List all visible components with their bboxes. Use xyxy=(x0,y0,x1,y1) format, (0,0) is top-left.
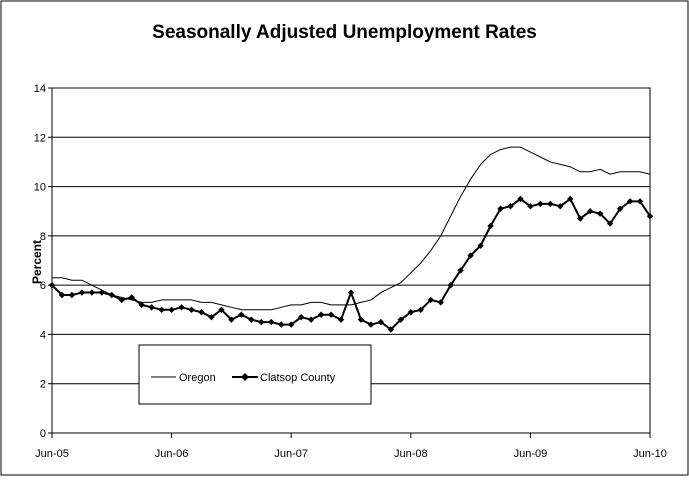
data-point-clatsop-county xyxy=(208,313,215,321)
legend-box xyxy=(138,344,372,405)
data-point-clatsop-county xyxy=(477,242,484,249)
y-axis: 0 2 4 6 8 10 12 14 xyxy=(34,83,52,440)
data-point-clatsop-county xyxy=(58,291,66,299)
data-point-clatsop-county xyxy=(88,289,96,296)
data-point-clatsop-county xyxy=(78,289,86,296)
data-point-clatsop-county xyxy=(327,311,335,318)
x-tick-label: Jun-09 xyxy=(514,448,548,460)
y-tick-label: 4 xyxy=(40,329,46,341)
data-point-clatsop-county xyxy=(587,208,594,215)
data-point-clatsop-county xyxy=(248,316,255,323)
data-point-clatsop-county xyxy=(307,316,315,323)
y-tick-label: 12 xyxy=(34,132,46,144)
data-point-clatsop-county xyxy=(646,212,654,220)
y-tick-label: 0 xyxy=(40,428,46,440)
chart-title: Seasonally Adjusted Unemployment Rates xyxy=(152,22,537,43)
x-axis: Jun-05 Jun-06 Jun-07 Jun-08 Jun-09 Jun-10 xyxy=(35,433,667,460)
data-point-clatsop-county xyxy=(517,195,524,203)
data-point-clatsop-county xyxy=(48,281,56,289)
data-point-clatsop-county xyxy=(357,316,365,323)
data-point-clatsop-county xyxy=(417,306,424,313)
data-point-clatsop-county xyxy=(98,289,106,296)
y-tick-label: 14 xyxy=(34,83,46,95)
data-point-clatsop-county xyxy=(447,281,454,289)
data-point-clatsop-county xyxy=(178,304,185,311)
data-point-clatsop-county xyxy=(397,316,405,323)
data-point-clatsop-county xyxy=(577,215,584,222)
x-tick-label: Jun-07 xyxy=(274,448,308,460)
y-axis-label: Percent xyxy=(30,240,44,284)
data-point-clatsop-county xyxy=(616,205,624,212)
data-point-clatsop-county xyxy=(407,309,414,316)
data-point-clatsop-county xyxy=(507,203,514,210)
x-tick-label: Jun-06 xyxy=(155,448,189,460)
data-point-clatsop-county xyxy=(337,316,345,323)
legend-clatsop-label: Clatsop County xyxy=(260,372,336,384)
data-point-clatsop-county xyxy=(297,313,305,321)
data-point-clatsop-county xyxy=(547,200,554,208)
data-point-clatsop-county xyxy=(387,326,395,333)
data-point-clatsop-county xyxy=(317,311,325,318)
x-tick-label: Jun-05 xyxy=(35,448,69,460)
y-tick-label: 8 xyxy=(40,231,46,243)
data-point-clatsop-county xyxy=(218,306,225,313)
data-point-clatsop-county xyxy=(278,321,285,328)
data-point-clatsop-county xyxy=(138,301,145,309)
series-group xyxy=(48,146,654,333)
data-point-clatsop-county xyxy=(108,291,115,299)
data-point-clatsop-county xyxy=(527,203,534,210)
legend-oregon-label: Oregon xyxy=(179,372,216,384)
data-point-clatsop-county xyxy=(168,306,175,313)
data-point-clatsop-county xyxy=(487,222,494,230)
data-point-clatsop-county xyxy=(367,321,375,328)
data-point-clatsop-county xyxy=(188,306,195,313)
data-point-clatsop-county xyxy=(427,296,434,304)
data-point-clatsop-county xyxy=(158,306,165,313)
data-point-clatsop-county xyxy=(198,309,205,316)
data-point-clatsop-county xyxy=(567,195,574,203)
data-point-clatsop-county xyxy=(606,220,614,227)
data-point-clatsop-county xyxy=(537,200,544,208)
data-point-clatsop-county xyxy=(457,267,464,274)
y-tick-label: 2 xyxy=(40,379,46,391)
data-point-clatsop-county xyxy=(68,291,76,299)
data-point-clatsop-county xyxy=(258,318,265,326)
data-point-clatsop-county xyxy=(148,304,155,311)
data-point-clatsop-county xyxy=(347,289,355,296)
data-point-clatsop-county xyxy=(268,318,275,326)
series-line-oregon xyxy=(52,146,651,311)
x-tick-label: Jun-08 xyxy=(394,448,428,460)
data-point-clatsop-county xyxy=(238,311,245,318)
data-point-clatsop-county xyxy=(557,203,564,210)
data-point-clatsop-county xyxy=(118,296,125,304)
x-tick-label: Jun-10 xyxy=(633,448,667,460)
data-point-clatsop-county xyxy=(228,316,235,323)
data-point-clatsop-county xyxy=(626,198,634,205)
data-point-clatsop-county xyxy=(596,210,604,217)
data-point-clatsop-county xyxy=(467,252,474,259)
data-point-clatsop-county xyxy=(497,205,504,212)
y-tick-label: 10 xyxy=(34,182,46,194)
data-point-clatsop-county xyxy=(288,321,295,328)
data-point-clatsop-county xyxy=(437,299,444,306)
data-point-clatsop-county xyxy=(636,198,644,205)
data-point-clatsop-county xyxy=(377,318,385,326)
legend-clatsop-marker xyxy=(241,373,249,381)
legend: Oregon Clatsop County xyxy=(138,344,372,405)
data-point-clatsop-county xyxy=(128,294,135,301)
y-tick-label: 6 xyxy=(40,280,46,292)
